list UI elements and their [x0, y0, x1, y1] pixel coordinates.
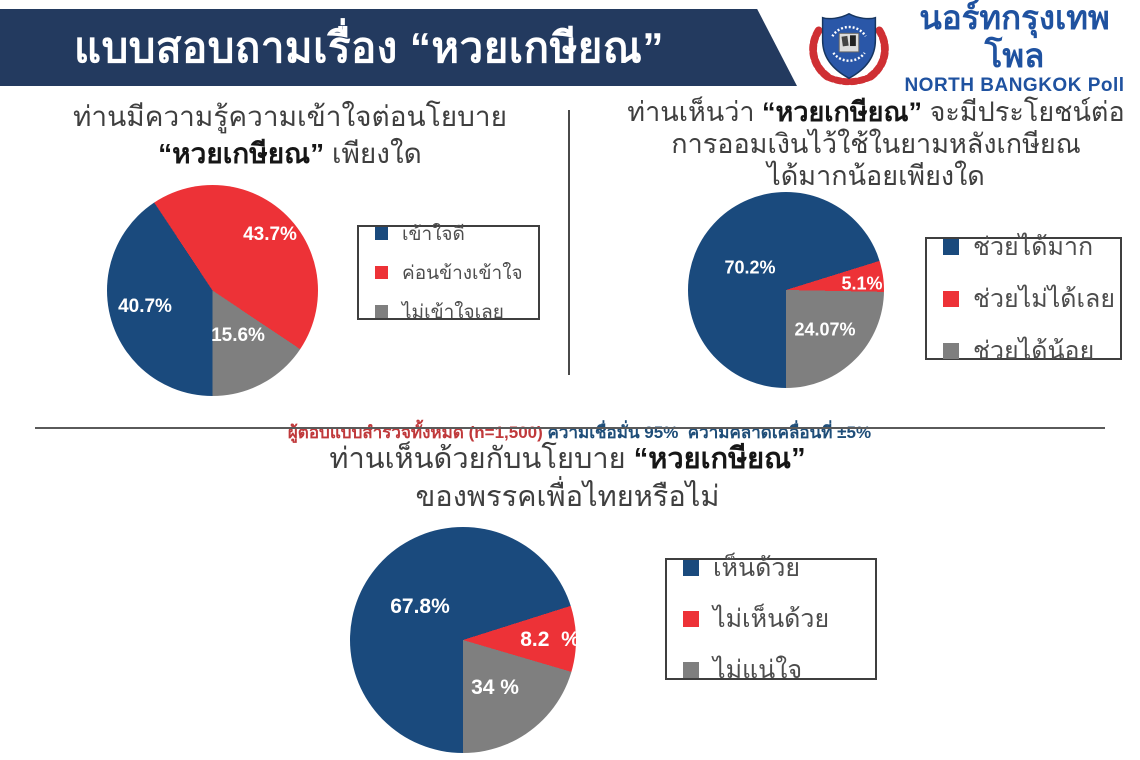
question-2-bold: “หวยเกษียณ” [762, 97, 923, 127]
blue-swatch-icon [375, 227, 388, 240]
header-bar: แบบสอบถามเรื่อง “หวยเกษียณ” [0, 9, 797, 86]
legend-label: ช่วยได้มาก [973, 232, 1094, 261]
red-swatch-icon [375, 266, 388, 279]
gray-swatch-icon [375, 305, 388, 318]
pie-chart-benefit: 70.2% 5.1% 24.07% [688, 192, 884, 388]
brand-name-english: NORTH BANGKOK Poll [904, 75, 1125, 96]
legend-item: ไม่เห็นด้วย [683, 599, 875, 639]
pie3-label-blue: 67.8% [390, 595, 450, 618]
question-2: ท่านเห็นว่า “หวยเกษียณ” จะมีประโยชน์ต่อ … [612, 96, 1140, 192]
legend-item: ช่วยไม่ได้เลย [943, 279, 1120, 319]
question-1: ท่านมีความรู้ความเข้าใจต่อนโยบาย “หวยเกษ… [40, 98, 540, 172]
page-title: แบบสอบถามเรื่อง “หวยเกษียณ” [74, 23, 664, 71]
pie-chart-understanding: 40.7% 43.7% 15.6% [107, 185, 318, 396]
blue-swatch-icon [943, 238, 959, 255]
red-swatch-icon [683, 611, 699, 627]
question-2-pre: ท่านเห็นว่า [627, 97, 763, 127]
legend-label: ไม่เข้าใจเลย [402, 301, 504, 323]
legend-item: ไม่แน่ใจ [683, 650, 875, 690]
legend-item: ช่วยได้มาก [943, 227, 1120, 267]
red-swatch-icon [943, 290, 959, 307]
question-2-line2: การออมเงินไว้ใช้ในยามหลังเกษียณ [671, 129, 1081, 159]
legend-label: ไม่แน่ใจ [713, 656, 803, 684]
pie2-label-red: 5.1% [841, 273, 883, 294]
brand-text: นอร์ทกรุงเทพโพล NORTH BANGKOK Poll [897, 0, 1132, 97]
legend-item: เข้าใจดี [375, 219, 538, 249]
question-2-line3: ได้มากน้อยเพียงใด [767, 161, 985, 191]
question-3-line2: ของพรรคเพื่อไทยหรือไม่ [415, 481, 720, 513]
question-3: ท่านเห็นด้วยกับนโยบาย “หวยเกษียณ” ของพรร… [225, 440, 910, 516]
pie2-label-gray: 24.07% [794, 319, 856, 340]
question-1-line1: ท่านมีความรู้ความเข้าใจต่อนโยบาย [72, 101, 508, 132]
question-1-bold: “หวยเกษียณ” [158, 138, 325, 169]
legend-label: ไม่เห็นด้วย [713, 605, 830, 633]
legend-label: เข้าใจดี [402, 223, 465, 245]
legend-agreement: เห็นด้วย ไม่เห็นด้วย ไม่แน่ใจ [665, 554, 877, 684]
legend-item: ช่วยได้น้อย [943, 331, 1120, 371]
legend-label: ค่อนข้างเข้าใจ [402, 262, 523, 284]
pie1-label-red: 43.7% [243, 224, 297, 245]
brand: นอร์ทกรุงเทพโพล NORTH BANGKOK Poll [805, 0, 1135, 96]
north-bangkok-poll-logo-icon [809, 12, 889, 86]
pie2-label-blue: 70.2% [724, 257, 776, 278]
vertical-divider [568, 110, 570, 375]
legend-benefit: ช่วยได้มาก ช่วยไม่ได้เลย ช่วยได้น้อย [925, 233, 1122, 365]
gray-swatch-icon [943, 342, 959, 359]
legend-item: เห็นด้วย [683, 548, 875, 588]
pie-chart-agreement: 67.8% 8.2 % 34 % [350, 527, 580, 753]
blue-swatch-icon [683, 560, 699, 576]
cutoff-note: ผู้ตอบแบบสำรวจทั้งหมด (n=1,500) ความเชื่… [0, 755, 1140, 760]
legend-label: ช่วยได้น้อย [973, 336, 1095, 365]
question-1-tail: เพียงใด [324, 138, 422, 169]
brand-name-thai: นอร์ทกรุงเทพโพล [919, 0, 1110, 74]
pie1-label-blue: 40.7% [118, 296, 172, 317]
pie3-label-red: 8.2 % [520, 628, 580, 651]
legend-item: ค่อนข้างเข้าใจ [375, 258, 538, 288]
pie1-label-gray: 15.6% [211, 325, 265, 346]
pie3-label-gray: 34 % [471, 676, 519, 699]
legend-understanding: เข้าใจดี ค่อนข้างเข้าใจ ไม่เข้าใจเลย [357, 224, 540, 323]
legend-label: ช่วยไม่ได้เลย [973, 284, 1116, 313]
legend-item: ไม่เข้าใจเลย [375, 297, 538, 327]
horizontal-divider [35, 427, 1105, 429]
legend-label: เห็นด้วย [713, 554, 801, 582]
question-3-bold: “หวยเกษียณ” [633, 443, 806, 475]
question-2-tail: จะมีประโยชน์ต่อ [922, 97, 1125, 127]
gray-swatch-icon [683, 662, 699, 678]
question-3-pre: ท่านเห็นด้วยกับนโยบาย [329, 443, 634, 475]
